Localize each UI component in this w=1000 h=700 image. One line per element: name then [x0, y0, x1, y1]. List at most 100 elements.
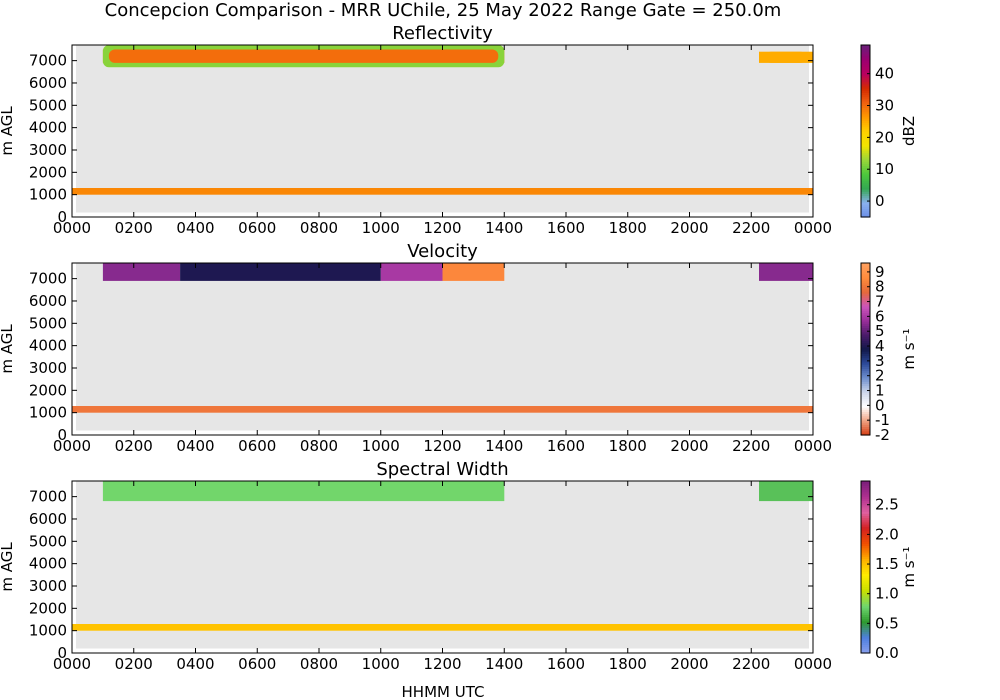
colorbar-segment: [861, 359, 870, 363]
colorbar-segment: [861, 83, 870, 87]
colorbar-segment: [861, 135, 870, 139]
colorbar-frame: [860, 44, 871, 218]
y-tick-label: 4000: [29, 119, 67, 137]
x-tick-label: 1600: [547, 655, 585, 673]
colorbar-segment: [861, 614, 870, 618]
x-tick-label: 1200: [423, 219, 461, 237]
colorbar-segment: [861, 394, 870, 397]
colorbar-tick-label: 2.0: [875, 525, 899, 543]
x-tick-label: 0200: [115, 655, 153, 673]
colorbar-segment: [861, 541, 870, 544]
colorbar-segment: [861, 432, 870, 436]
colorbar-segment: [861, 111, 870, 115]
colorbar-segment: [861, 543, 870, 547]
colorbar-segment: [861, 278, 870, 281]
colorbar-segment: [861, 301, 870, 305]
y-tick-label: 7000: [29, 270, 67, 288]
colorbar-segment: [861, 622, 870, 626]
colorbar-tick-label: 4: [875, 337, 885, 355]
colorbar-segment: [861, 210, 870, 214]
colorbar-segment: [861, 415, 870, 419]
colorbar-segment: [861, 98, 870, 102]
colorbar-segment: [861, 297, 870, 301]
colorbar-segment: [861, 57, 870, 61]
no-data-region: [76, 481, 809, 649]
x-tick-label: 1400: [485, 655, 523, 673]
colorbar-segment: [861, 635, 870, 639]
y-tick-label: 3000: [29, 141, 67, 159]
y-tick-label: 3000: [29, 577, 67, 595]
colorbar-segment: [861, 340, 870, 344]
colorbar-segment: [861, 554, 870, 557]
colorbar-segment: [861, 562, 870, 566]
colorbar-segment: [861, 189, 870, 192]
colorbar-segment: [861, 524, 870, 527]
x-tick-label: 1800: [609, 437, 647, 455]
colorbar-segment: [861, 481, 870, 484]
colorbar-segment: [861, 161, 870, 164]
colorbar-segment: [861, 558, 870, 562]
colorbar-segment: [861, 582, 870, 585]
colorbar-segment: [861, 115, 870, 119]
x-tick-label: 1800: [609, 219, 647, 237]
colorbar-segment: [861, 70, 870, 74]
colorbar-segment: [861, 158, 870, 162]
colorbar-segment: [861, 312, 870, 316]
colorbar-segment: [861, 357, 870, 361]
colorbar-segment: [861, 575, 870, 579]
colorbar-segment: [861, 586, 870, 590]
colorbar-segment: [861, 483, 870, 486]
colorbar-tick-label: 0.0: [875, 644, 899, 662]
x-tick-label: 0800: [300, 437, 338, 455]
y-tick-label: 5000: [29, 532, 67, 550]
y-tick-label: 0: [57, 208, 67, 226]
data-layer-low-band: [72, 188, 813, 195]
x-tick-label: 1000: [362, 219, 400, 237]
colorbar-segment: [861, 506, 870, 510]
colorbar-segment: [861, 79, 870, 83]
x-tick-label: 1400: [485, 437, 523, 455]
colorbar-segment: [861, 280, 870, 283]
colorbar-segment: [861, 137, 870, 141]
y-tick-label: 2000: [29, 381, 67, 399]
x-tick-label: 1600: [547, 219, 585, 237]
colorbar-segment: [861, 133, 870, 136]
data-layer-low-band: [72, 406, 813, 413]
colorbar-segment: [861, 293, 870, 296]
data-layer-upper-band-late: [759, 481, 813, 502]
colorbar-tick-label: 1.0: [875, 585, 899, 603]
y-tick-label: 6000: [29, 74, 67, 92]
colorbar: 0.0 0.5 1.0 1.5 2.0 2.5 m s⁻¹: [860, 480, 918, 662]
colorbar-segment: [861, 68, 870, 72]
colorbar-segment: [861, 169, 870, 173]
colorbar-segment: [861, 422, 870, 425]
x-tick-label: 2200: [732, 655, 770, 673]
colorbar-segment: [861, 75, 870, 78]
x-tick-label: 0000: [794, 437, 832, 455]
colorbar-segment: [861, 633, 870, 637]
colorbar-tick-label: 3: [875, 352, 885, 370]
colorbar-segment: [861, 214, 870, 218]
colorbar-label: m s⁻¹: [900, 328, 918, 369]
colorbar-segment: [861, 139, 870, 143]
colorbar-segment: [861, 592, 870, 596]
colorbar-segment: [861, 88, 870, 91]
colorbar-segment: [861, 163, 870, 166]
panel-spectral-width: Spectral Width 0000 0200 0400 0600 0800 1000 12…: [0, 459, 918, 673]
colorbar-segment: [861, 364, 870, 367]
colorbar-segment: [861, 193, 870, 197]
y-tick-label: 5000: [29, 314, 67, 332]
data-layer-upper-band-late: [759, 263, 813, 281]
colorbar-segment: [861, 398, 870, 402]
colorbar-segment: [861, 184, 870, 188]
colorbar-segment: [861, 579, 870, 583]
colorbar-segment: [861, 640, 870, 643]
colorbar-segment: [861, 174, 870, 177]
colorbar-segment: [861, 392, 870, 395]
colorbar-segment: [861, 323, 870, 326]
colorbar-segment: [861, 646, 870, 650]
colorbar-segment: [861, 72, 870, 76]
colorbar-segment: [861, 338, 870, 341]
data-layer-upper-band: [102, 481, 505, 502]
